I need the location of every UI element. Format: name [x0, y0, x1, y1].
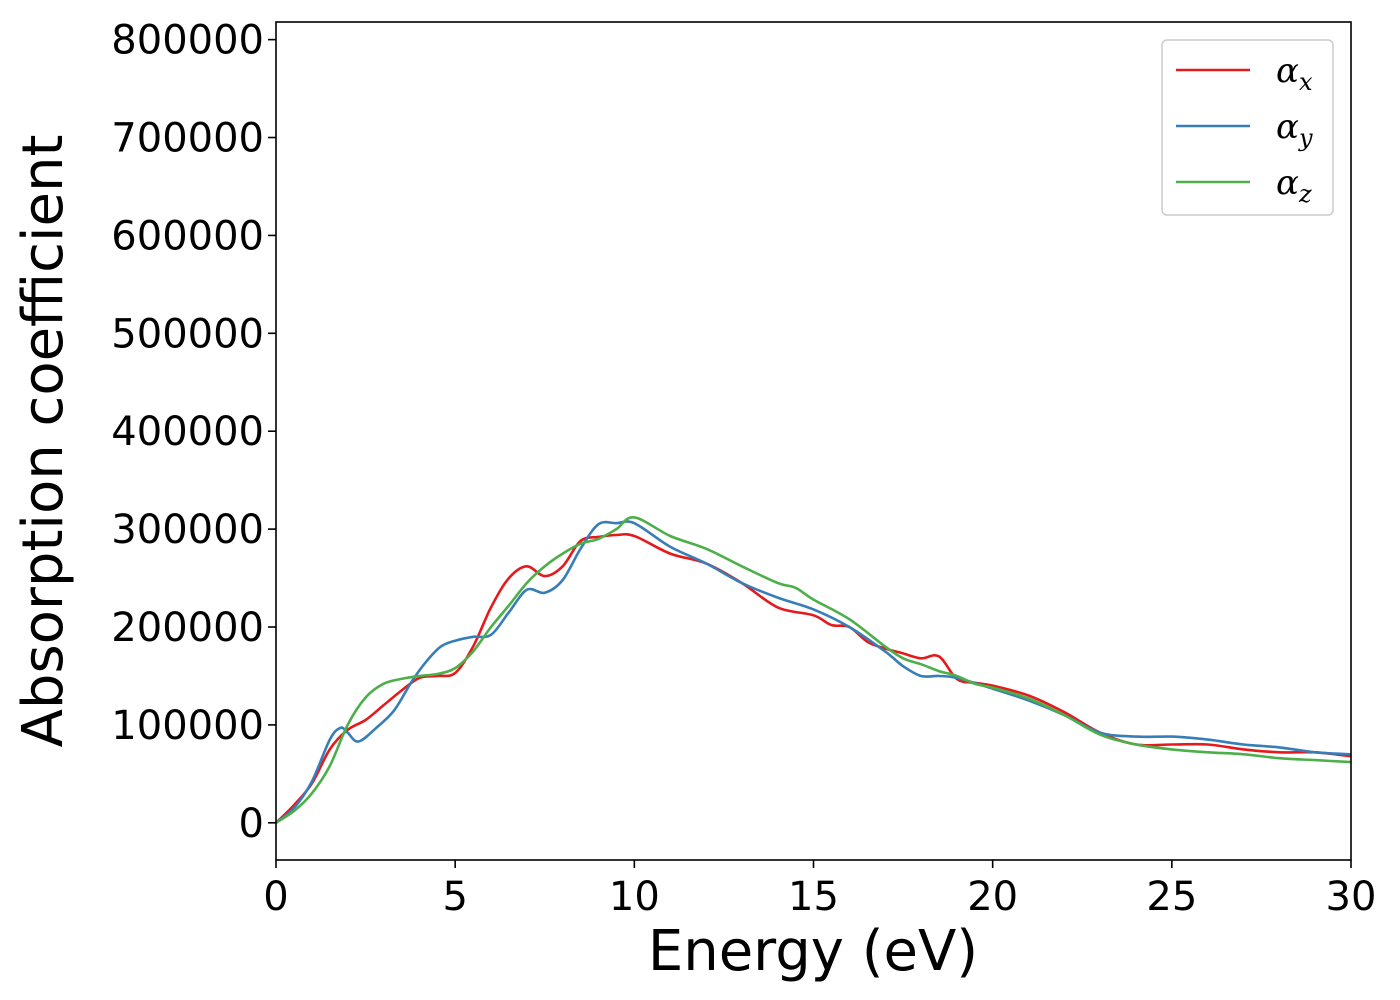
legend-subscript: z	[1298, 180, 1312, 208]
ticks-layer: 0 5 10 15 20 25 30 0 100000 200000 300000 400000 500…	[111, 18, 1376, 920]
x-tick-label: 20	[967, 874, 1018, 920]
x-tick-label: 10	[609, 874, 660, 920]
legend-label-x: αx	[1276, 51, 1313, 96]
y-axis-title: Absorption coefficient	[11, 135, 76, 748]
y-tick-label: 200000	[111, 605, 264, 651]
y-tick-label: 700000	[111, 116, 264, 162]
y-tick-label: 400000	[111, 409, 264, 455]
y-tick-label: 100000	[111, 703, 264, 749]
legend-symbol: α	[1276, 51, 1299, 91]
legend-subscript: y	[1298, 124, 1313, 152]
x-tick-label: 5	[442, 874, 467, 920]
legend-box	[1161, 39, 1334, 216]
x-axis-title: Energy (eV)	[648, 919, 978, 984]
legend-label-y: αy	[1276, 107, 1313, 152]
legend-label-z: αz	[1276, 163, 1312, 208]
x-tick-label: 15	[788, 874, 839, 920]
legend-symbol: α	[1276, 163, 1299, 203]
series-layer	[276, 516, 1351, 824]
y-tick-label: 800000	[111, 18, 264, 64]
y-tick-label: 300000	[111, 507, 264, 553]
y-tick-label: 500000	[111, 311, 264, 357]
series-line-z	[276, 516, 1351, 824]
x-tick-label: 25	[1146, 874, 1197, 920]
y-tick-label: 0	[239, 801, 264, 847]
y-tick-label: 600000	[111, 213, 264, 259]
x-tick-label: 0	[263, 874, 288, 920]
legend-subscript: x	[1299, 68, 1313, 96]
legend-symbol: α	[1276, 107, 1299, 147]
x-tick-label: 30	[1326, 874, 1377, 920]
